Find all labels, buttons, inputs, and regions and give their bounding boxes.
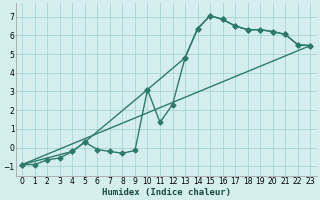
X-axis label: Humidex (Indice chaleur): Humidex (Indice chaleur) <box>102 188 231 197</box>
